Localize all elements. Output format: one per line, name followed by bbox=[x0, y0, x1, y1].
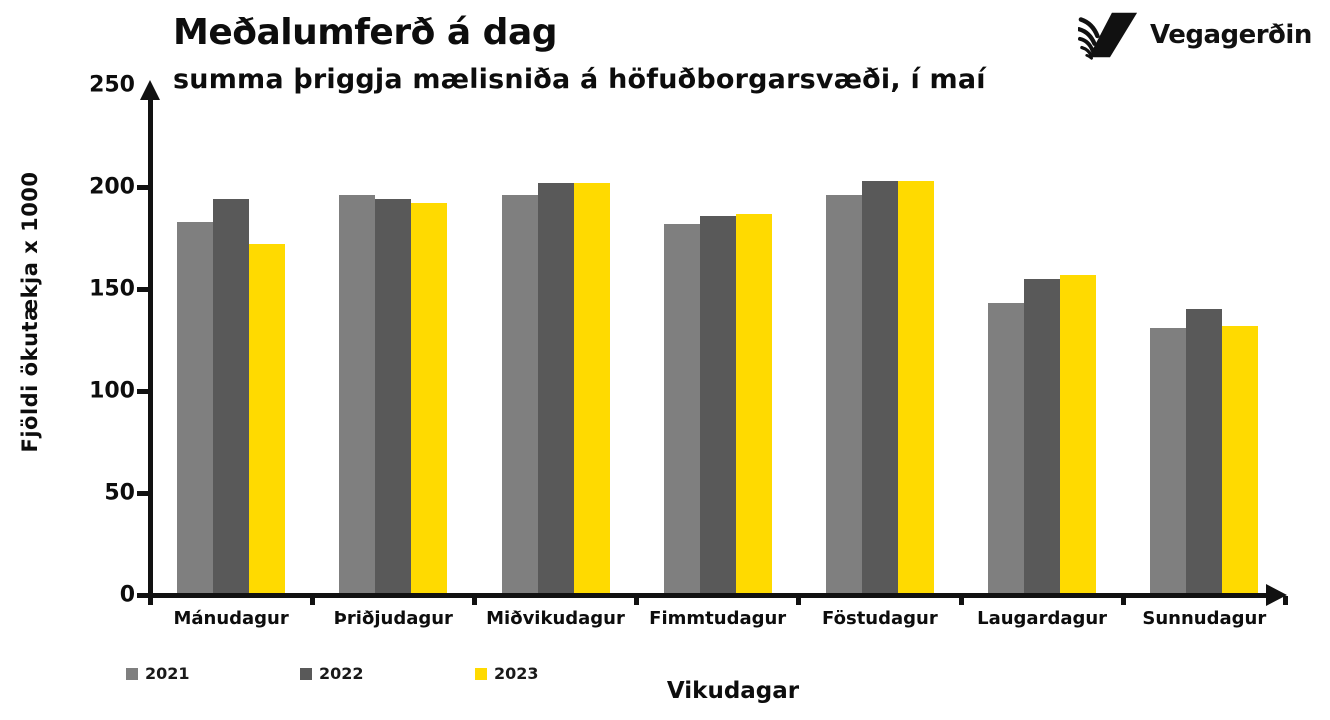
x-category-label: Mánudagur bbox=[173, 608, 289, 629]
y-tick-label: 150 bbox=[89, 276, 135, 302]
x-category-label: Sunnudagur bbox=[1142, 608, 1267, 629]
bar-2023-laugardagur bbox=[1060, 274, 1097, 595]
x-axis-line bbox=[148, 593, 1272, 598]
y-tick-label: 250 bbox=[89, 72, 135, 98]
y-tick-label: 100 bbox=[89, 378, 135, 404]
y-axis-arrow-icon bbox=[140, 80, 160, 100]
bar-2023-mánudagur bbox=[249, 244, 286, 595]
x-axis-tick bbox=[309, 596, 315, 605]
bar-2022-föstudagur bbox=[861, 180, 898, 595]
x-category-label: Þriðjudagur bbox=[333, 608, 453, 629]
y-axis-tick bbox=[137, 490, 148, 496]
bar-2023-föstudagur bbox=[897, 180, 934, 595]
bar-2023-fimmtudagur bbox=[735, 213, 772, 595]
x-category-label: Laugardagur bbox=[977, 608, 1108, 629]
bar-2022-fimmtudagur bbox=[699, 215, 736, 595]
bar-2021-miðvikudagur bbox=[501, 195, 538, 595]
legend-swatch-icon bbox=[126, 667, 138, 680]
bar-2022-þriðjudagur bbox=[375, 199, 412, 595]
x-category-label: Föstudagur bbox=[822, 608, 938, 629]
x-category-label: Miðvikudagur bbox=[486, 608, 625, 629]
x-axis-tick bbox=[471, 596, 477, 605]
bar-2023-sunnudagur bbox=[1222, 325, 1259, 595]
bar-2021-föstudagur bbox=[825, 195, 862, 595]
y-axis-tick bbox=[137, 388, 148, 394]
x-axis-arrow-icon bbox=[1266, 584, 1287, 606]
bar-2021-sunnudagur bbox=[1150, 327, 1187, 595]
bar-2022-mánudagur bbox=[213, 199, 250, 595]
x-axis-tick bbox=[958, 596, 964, 605]
y-tick-label: 50 bbox=[104, 480, 135, 506]
x-axis-tick bbox=[147, 596, 153, 605]
legend-item-2021: 2021 bbox=[126, 664, 190, 683]
vegagerdin-logo-text: Vegagerðin bbox=[1150, 20, 1312, 50]
y-axis-line bbox=[148, 96, 153, 597]
x-axis-tick bbox=[634, 596, 640, 605]
bar-2023-miðvikudagur bbox=[573, 182, 610, 595]
legend-label: 2021 bbox=[145, 664, 190, 683]
y-axis-title: Fjöldi ökutækja x 1000 bbox=[18, 171, 42, 453]
legend-swatch-icon bbox=[475, 667, 487, 680]
y-tick-label: 200 bbox=[89, 174, 135, 200]
legend-item-2023: 2023 bbox=[475, 664, 539, 683]
bar-2021-fimmtudagur bbox=[663, 223, 700, 595]
bar-2022-miðvikudagur bbox=[537, 182, 574, 595]
x-category-label: Fimmtudagur bbox=[649, 608, 787, 629]
y-axis-tick bbox=[137, 184, 148, 190]
vegagerdin-logo-icon bbox=[1078, 12, 1138, 60]
chart-subtitle: summa þriggja mælisniða á höfuðborgarsvæ… bbox=[173, 64, 986, 95]
vegagerdin-logo: Vegagerðin bbox=[1078, 10, 1312, 60]
x-axis-tick bbox=[1120, 596, 1126, 605]
y-tick-label: 0 bbox=[119, 582, 135, 608]
chart-title: Meðalumferð á dag bbox=[173, 12, 558, 53]
legend-label: 2022 bbox=[319, 664, 364, 683]
bar-2022-sunnudagur bbox=[1186, 309, 1223, 595]
y-axis-tick bbox=[137, 592, 148, 598]
bar-2023-þriðjudagur bbox=[411, 203, 448, 595]
x-axis-title: Vikudagar bbox=[666, 678, 800, 704]
bar-2021-mánudagur bbox=[177, 221, 214, 595]
x-axis-tick bbox=[796, 596, 802, 605]
legend-label: 2023 bbox=[494, 664, 539, 683]
bar-2022-laugardagur bbox=[1024, 278, 1061, 595]
bar-2021-þriðjudagur bbox=[339, 195, 376, 595]
bar-2021-laugardagur bbox=[988, 303, 1025, 595]
legend-swatch-icon bbox=[300, 667, 312, 680]
y-axis-tick bbox=[137, 286, 148, 292]
legend-item-2022: 2022 bbox=[300, 664, 364, 683]
